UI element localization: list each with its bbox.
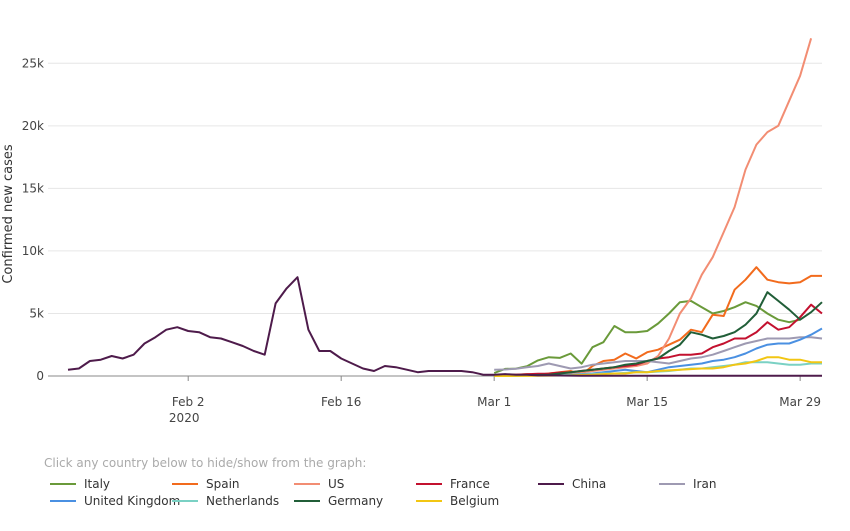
legend-label: Iran [693, 477, 717, 491]
legend-label: Belgium [450, 494, 500, 508]
legend-item-china[interactable]: China [538, 476, 606, 492]
y-tick-label: 25k [22, 56, 44, 70]
legend-swatch [416, 500, 442, 502]
legend-swatch [172, 483, 198, 485]
legend-swatch [538, 483, 564, 485]
legend-label: Germany [328, 494, 384, 508]
legend-swatch [50, 500, 76, 502]
legend-item-spain[interactable]: Spain [172, 476, 240, 492]
legend-label: United Kingdom [84, 494, 181, 508]
y-axis-label: Confirmed new cases [1, 144, 16, 284]
x-tick-label: Mar 1 [477, 395, 511, 409]
y-tick-label: 10k [22, 244, 44, 258]
legend-item-belgium[interactable]: Belgium [416, 493, 499, 509]
legend-label: China [572, 477, 607, 491]
series-line-china [67, 276, 822, 377]
y-tick-label: 0 [36, 369, 44, 383]
legend-swatch [416, 483, 442, 485]
legend-label: Italy [84, 477, 111, 491]
legend-swatch [294, 483, 320, 485]
legend-item-germany[interactable]: Germany [294, 493, 383, 509]
legend-item-italy[interactable]: Italy [50, 476, 110, 492]
x-tick-label: Feb 2 [172, 395, 205, 409]
x-tick-label: Feb 16 [321, 395, 361, 409]
x-tick-label: Mar 29 [779, 395, 821, 409]
legend-swatch [172, 500, 198, 502]
y-tick-label: 5k [29, 306, 44, 320]
legend-swatch [294, 500, 320, 502]
series-line-italy [493, 299, 801, 374]
legend-label: Spain [206, 477, 240, 491]
y-tick-label: 15k [22, 181, 44, 195]
legend-label: US [328, 477, 345, 491]
legend-hint: Click any country below to hide/show fro… [44, 456, 367, 470]
y-tick-label: 20k [22, 119, 44, 133]
legend-label: Netherlands [206, 494, 280, 508]
legend-item-iran[interactable]: Iran [659, 476, 716, 492]
legend-swatch [659, 483, 685, 485]
x-tick-sublabel: 2020 [169, 411, 200, 425]
legend-swatch [50, 483, 76, 485]
legend-item-netherlands[interactable]: Netherlands [172, 493, 279, 509]
legend-item-us[interactable]: US [294, 476, 344, 492]
series-line-united-kingdom [494, 327, 823, 377]
legend-label: France [450, 477, 490, 491]
series-line-iran [494, 336, 823, 371]
legend-item-united-kingdom[interactable]: United Kingdom [50, 493, 180, 509]
x-tick-label: Mar 15 [626, 395, 668, 409]
legend-item-france[interactable]: France [416, 476, 490, 492]
